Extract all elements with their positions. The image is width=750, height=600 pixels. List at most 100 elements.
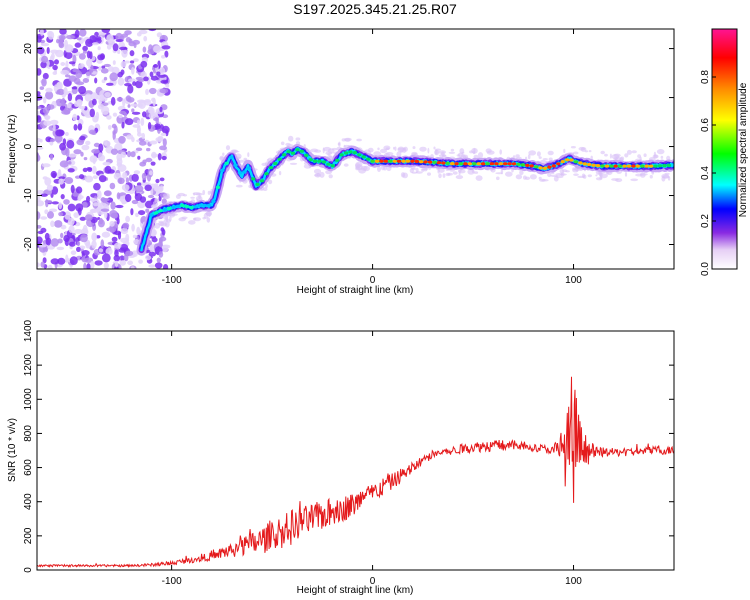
noise-speckle <box>161 45 171 50</box>
noise-speckle <box>155 178 160 184</box>
ridge-core <box>158 209 163 213</box>
noise-speckle <box>101 65 106 69</box>
noise-speckle <box>91 148 100 154</box>
noise-speckle <box>37 262 40 268</box>
noise-speckle <box>68 225 75 233</box>
noise-speckle <box>97 66 102 71</box>
noise-speckle <box>101 231 111 238</box>
spectrogram-frame <box>36 28 675 270</box>
halo-speckle <box>314 149 322 153</box>
spectrogram-ytick-label: 0 <box>23 143 34 149</box>
noise-speckle <box>131 223 135 232</box>
colorbar-gradient <box>712 29 737 269</box>
ridge-core <box>657 164 663 168</box>
noise-speckle <box>85 140 91 146</box>
halo-speckle <box>427 172 431 176</box>
halo-speckle <box>403 146 408 152</box>
noise-speckle <box>37 196 41 202</box>
ridge-core <box>153 211 159 215</box>
halo-speckle <box>447 172 453 176</box>
halo-speckle <box>573 173 579 176</box>
noise-speckle <box>67 153 77 158</box>
noise-speckle <box>37 211 41 220</box>
noise-speckle <box>148 113 157 119</box>
noise-speckle <box>45 237 52 246</box>
halo-speckle <box>630 178 639 182</box>
noise-speckle <box>37 106 42 110</box>
noise-speckle <box>61 97 66 107</box>
noise-speckle <box>124 83 132 87</box>
noise-speckle <box>58 212 64 217</box>
noise-speckle <box>125 233 130 242</box>
noise-speckle <box>141 132 145 140</box>
ridge-core <box>259 179 265 183</box>
halo-speckle <box>631 150 637 154</box>
noise-speckle <box>116 158 123 166</box>
halo-speckle <box>505 171 513 177</box>
noise-speckle <box>37 146 44 150</box>
noise-speckle <box>65 132 69 136</box>
halo-speckle <box>590 155 593 160</box>
ridge-core <box>494 162 499 166</box>
noise-speckle <box>70 250 77 255</box>
ridge-core <box>587 162 592 167</box>
noise-speckle <box>137 103 143 108</box>
halo-speckle <box>289 162 298 165</box>
noise-speckle <box>78 53 86 60</box>
noise-speckle <box>117 77 125 86</box>
halo-speckle <box>325 151 333 155</box>
halo-speckle <box>536 151 541 157</box>
noise-speckle <box>107 66 114 72</box>
ridge-core <box>242 170 247 174</box>
ridge-core <box>458 162 464 166</box>
noise-speckle <box>37 115 42 123</box>
ridge-core <box>534 165 539 169</box>
halo-speckle <box>225 145 231 151</box>
noise-speckle <box>38 244 47 248</box>
halo-speckle <box>198 194 201 200</box>
ridge-core <box>304 153 309 157</box>
noise-speckle <box>118 114 123 119</box>
noise-speckle <box>156 71 161 76</box>
ridge-core <box>246 166 251 170</box>
noise-speckle <box>52 124 56 132</box>
noise-speckle <box>44 115 51 120</box>
ridge-core <box>299 149 304 153</box>
ridge-core <box>149 213 154 217</box>
noise-speckle <box>70 184 75 194</box>
noise-speckle <box>74 229 83 234</box>
noise-speckle <box>101 79 106 84</box>
noise-speckle <box>137 79 145 82</box>
noise-speckle <box>150 229 156 237</box>
noise-speckle <box>113 125 118 134</box>
noise-speckle <box>121 33 129 38</box>
noise-speckle <box>58 178 64 185</box>
noise-speckle <box>92 42 99 46</box>
halo-speckle <box>380 148 387 154</box>
noise-speckle <box>112 131 116 141</box>
ridge-core <box>609 164 614 168</box>
ridge-core <box>361 155 366 159</box>
snr-xtick-label: 0 <box>370 576 376 587</box>
halo-speckle <box>261 162 268 166</box>
ridge-core <box>193 205 198 209</box>
halo-speckle <box>626 149 632 155</box>
halo-speckle <box>154 198 159 202</box>
ridge-core <box>538 166 543 170</box>
ridge-core <box>321 160 327 164</box>
noise-speckle <box>85 38 94 47</box>
noise-speckle <box>37 91 41 96</box>
ridge-core <box>277 157 282 161</box>
halo-speckle <box>477 152 484 159</box>
noise-speckle <box>41 163 51 168</box>
noise-speckle <box>140 60 148 68</box>
halo-speckle <box>452 171 458 175</box>
ridge-core <box>383 159 388 163</box>
noise-speckle <box>47 31 55 40</box>
ridge-core <box>635 164 640 168</box>
noise-speckle <box>147 122 152 130</box>
ridge-core <box>410 159 415 163</box>
halo-speckle <box>409 168 414 174</box>
noise-speckle <box>100 197 106 203</box>
